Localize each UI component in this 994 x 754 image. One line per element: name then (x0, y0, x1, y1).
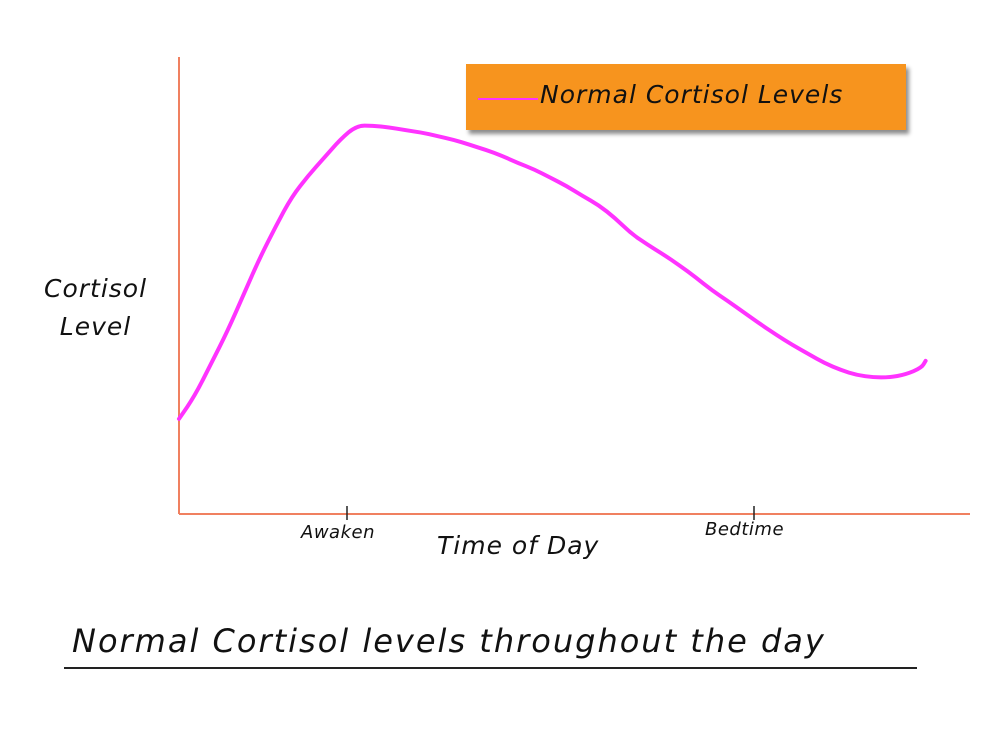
y-axis-label-line-1: Cortisol (44, 274, 148, 303)
chart-title: Normal Cortisol levels throughout the da… (72, 622, 826, 660)
x-tick-label-bedtime: Bedtime (705, 519, 785, 540)
title-underline (64, 667, 917, 669)
series-line-0 (177, 123, 928, 421)
legend-line-swatch (478, 98, 538, 100)
x-axis-label: Time of Day (437, 531, 600, 560)
legend-entry-label: Normal Cortisol Levels (540, 80, 844, 109)
x-tick-label-awaken: Awaken (301, 522, 375, 543)
series-layer (177, 123, 928, 421)
y-axis-label: Cortisol Level (44, 270, 147, 346)
y-axis-label-line-2: Level (59, 312, 132, 341)
legend: Normal Cortisol Levels (466, 64, 906, 130)
